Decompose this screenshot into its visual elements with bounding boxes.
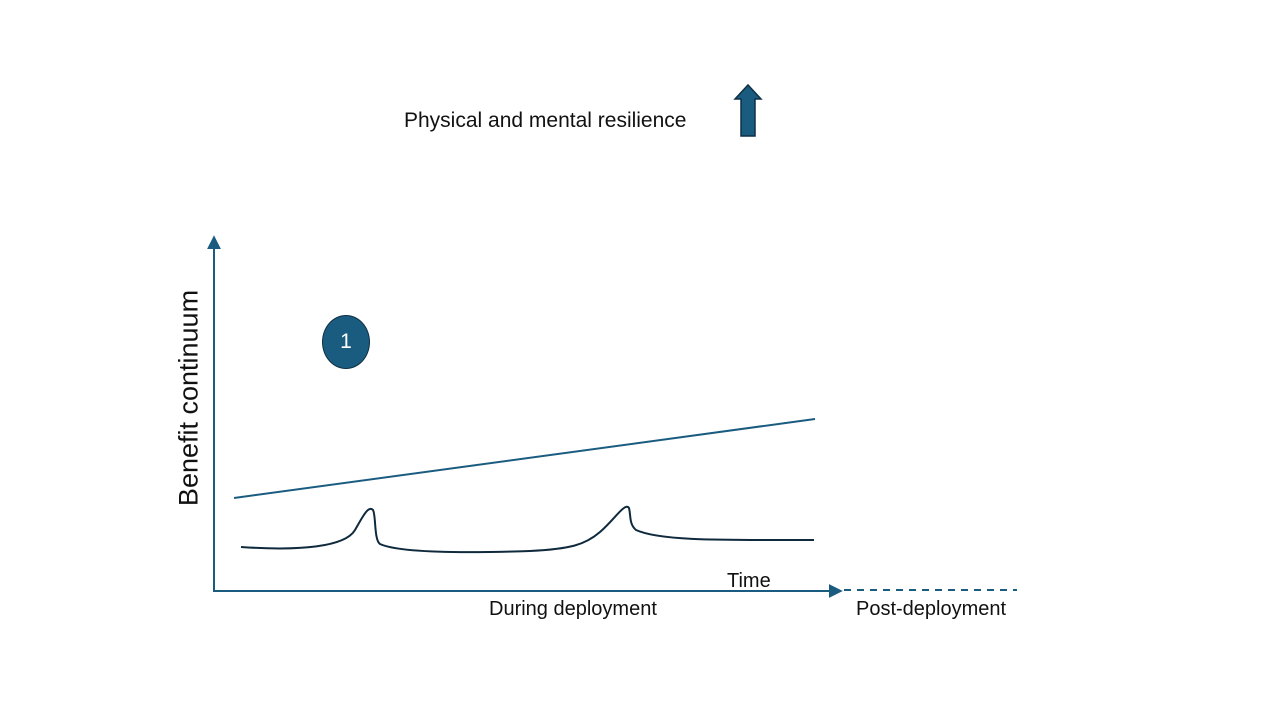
resilience-trend-line bbox=[233, 418, 816, 499]
diagram-title: Physical and mental resilience bbox=[404, 109, 687, 132]
x-axis-label: Time bbox=[727, 570, 771, 592]
y-axis-label: Benefit continuum bbox=[173, 289, 204, 507]
up-arrow-icon bbox=[733, 83, 763, 137]
stress-response-curve bbox=[240, 505, 815, 554]
marker-badge: 1 bbox=[322, 315, 370, 369]
phase-label-post: Post-deployment bbox=[856, 598, 1007, 620]
marker-badge-number: 1 bbox=[340, 330, 352, 353]
phase-label-during: During deployment bbox=[489, 598, 657, 620]
